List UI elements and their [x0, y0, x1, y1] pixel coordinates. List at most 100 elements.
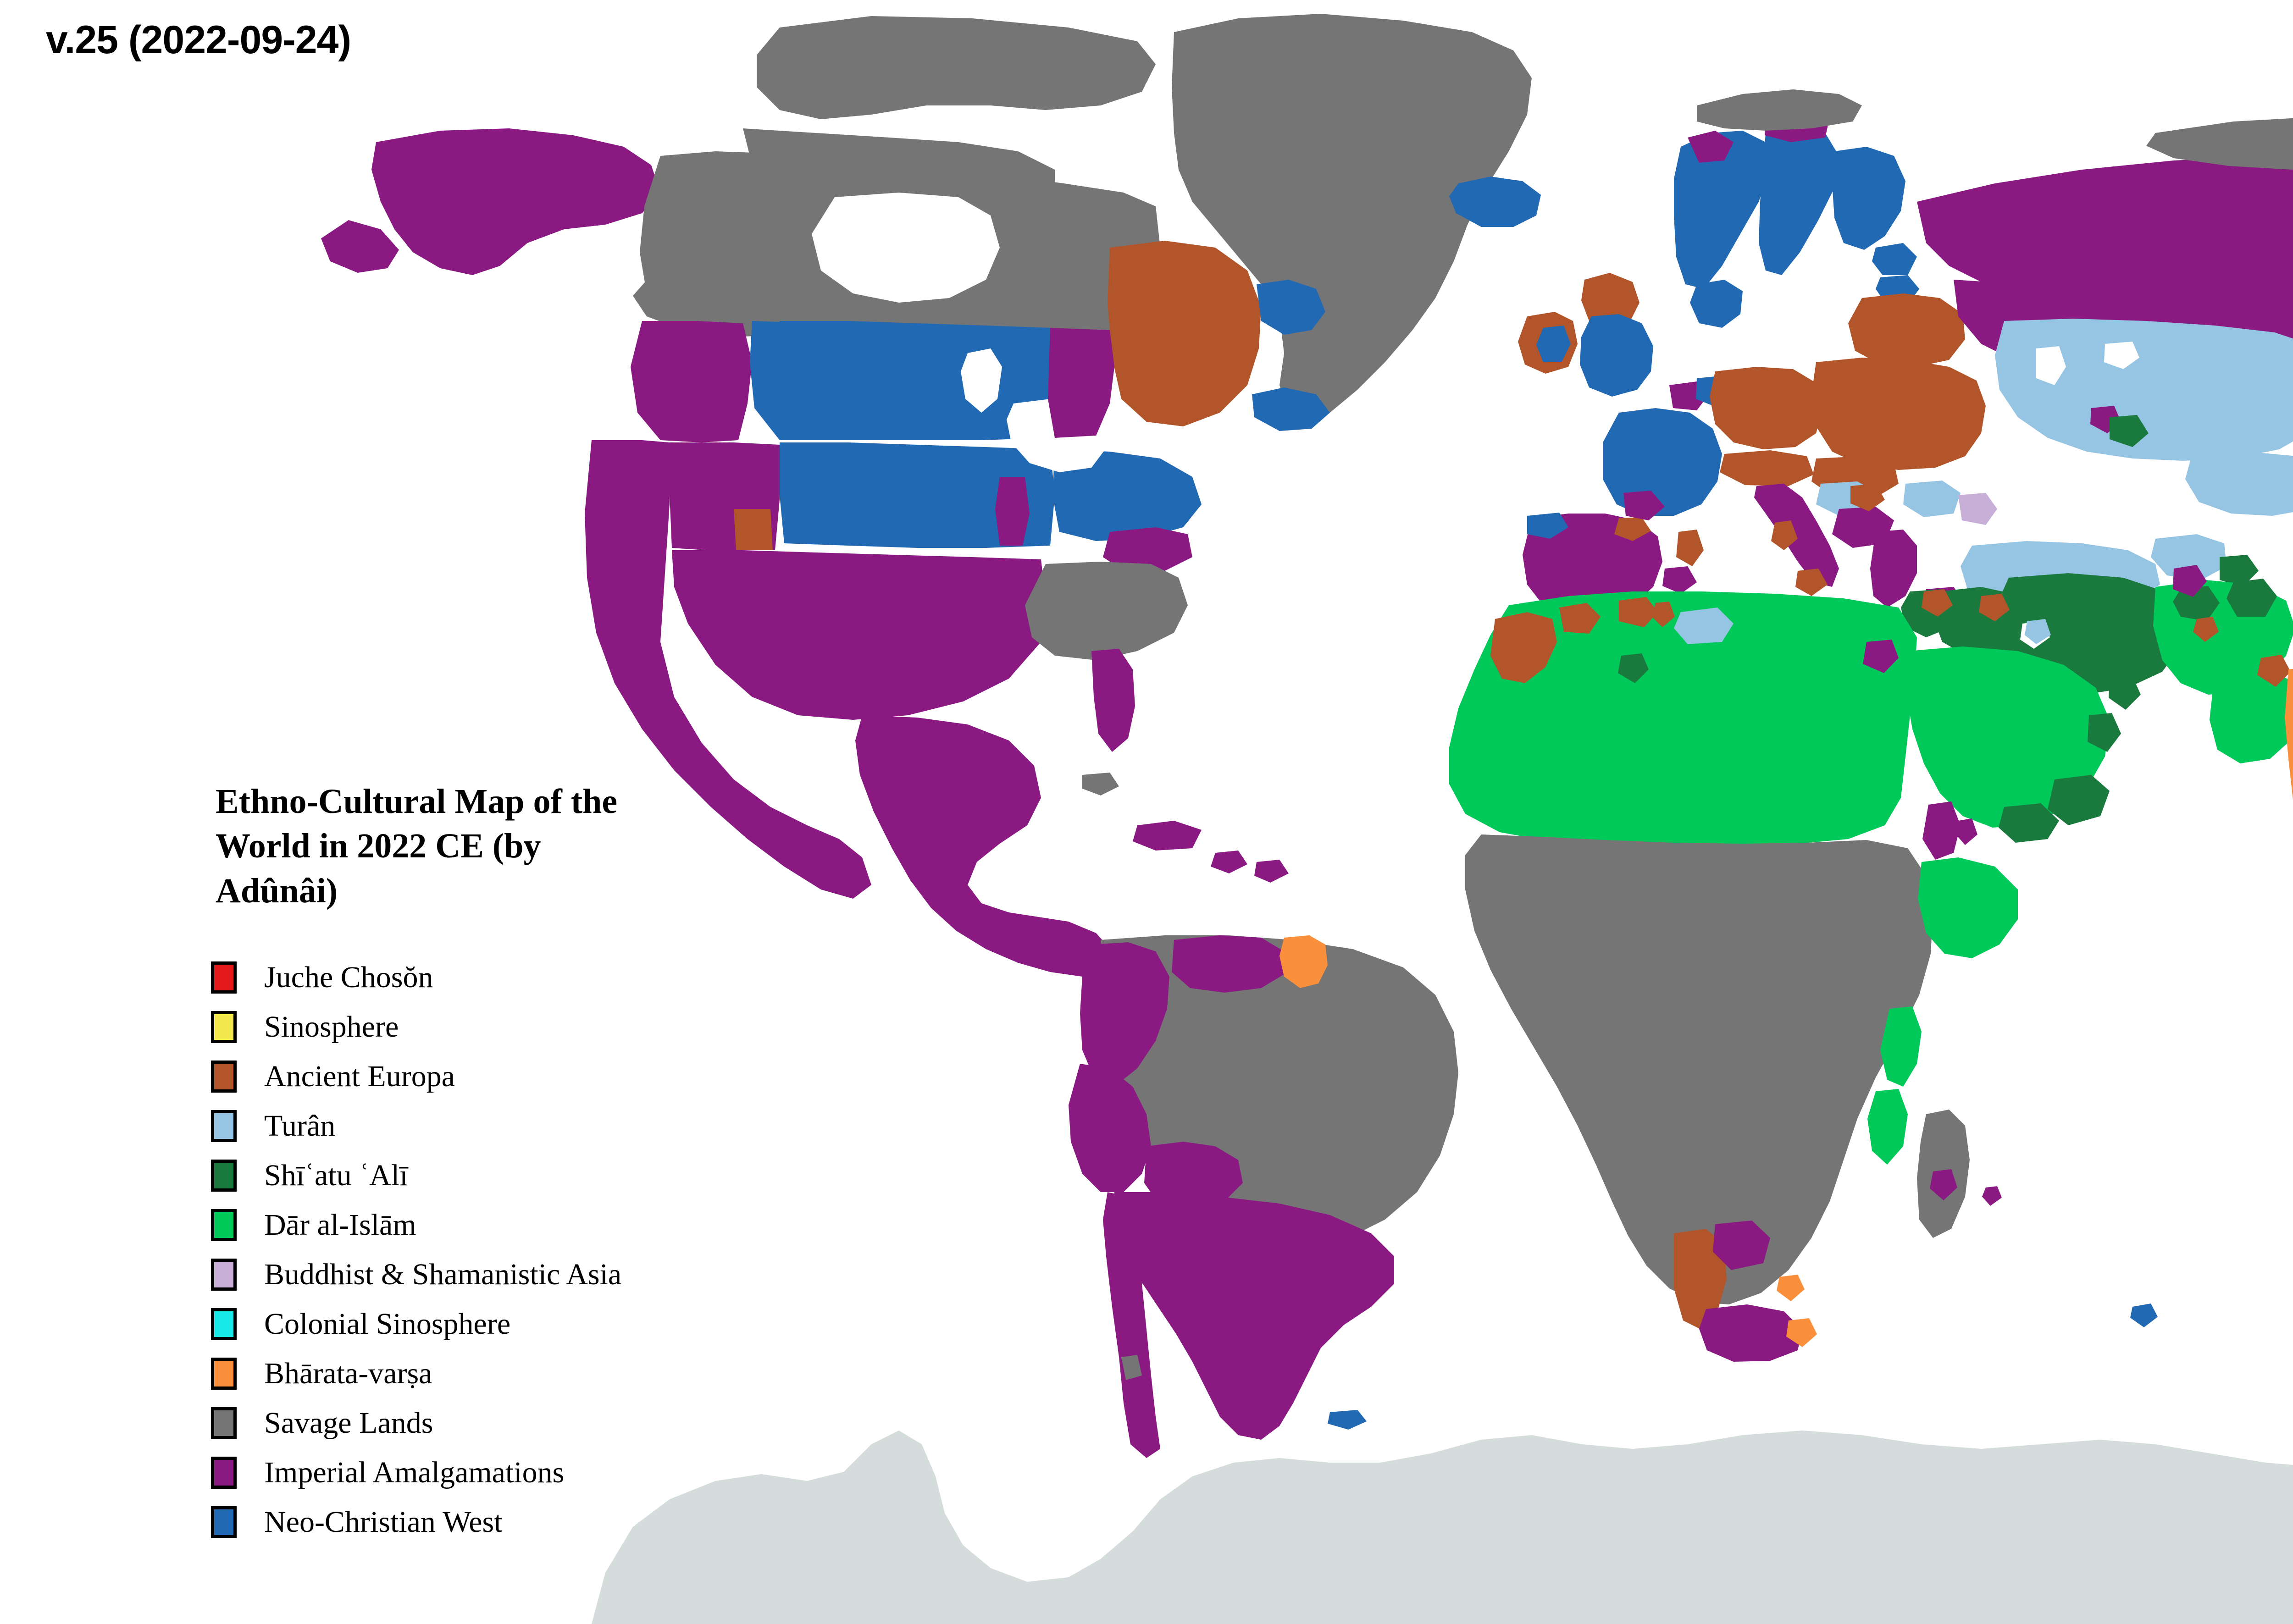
- map-region-imperial[interactable]: [1091, 649, 1135, 752]
- region-north-america[interactable]: [321, 128, 1330, 977]
- map-region-turan[interactable]: [1903, 481, 1961, 517]
- map-region-imperial[interactable]: [1699, 1304, 1802, 1362]
- map-region-neochristian[interactable]: [1328, 1410, 1367, 1430]
- map-region-europa[interactable]: [1848, 293, 1965, 367]
- map-region-europa[interactable]: [1108, 241, 1261, 426]
- map-region-shia[interactable]: [2110, 415, 2149, 447]
- map-region-imperial[interactable]: [1688, 131, 1734, 163]
- map-region-savage[interactable]: [1082, 773, 1119, 795]
- map-region-imperial[interactable]: [1917, 156, 2293, 307]
- map-region-bharata[interactable]: [2285, 664, 2293, 945]
- map-region-neochristian[interactable]: [780, 442, 1055, 548]
- map-region-islam[interactable]: [2210, 669, 2293, 763]
- legend-row-islam[interactable]: Dār al-Islām: [211, 1200, 784, 1250]
- legend-row-neochristian[interactable]: Neo-Christian West: [211, 1497, 784, 1547]
- map-region-imperial[interactable]: [1069, 1064, 1151, 1192]
- region-central-asia[interactable]: [1995, 319, 2293, 516]
- map-region-bharata[interactable]: [1777, 1275, 1805, 1301]
- map-region-turan[interactable]: [1995, 319, 2293, 461]
- map-region-imperial[interactable]: [1930, 1169, 1957, 1200]
- legend-row-colsino[interactable]: Colonial Sinosphere: [211, 1299, 784, 1349]
- map-region-savage[interactable]: [757, 16, 1156, 119]
- region-southeast-asia-oceania[interactable]: [2130, 725, 2293, 1387]
- legend-row-juche[interactable]: Juche Chosŏn: [211, 953, 784, 1002]
- map-region-neochristian[interactable]: [1759, 126, 1839, 275]
- map-region-imperial[interactable]: [855, 715, 1114, 977]
- map-region-imperial[interactable]: [995, 477, 1030, 546]
- map-region-imperial[interactable]: [1133, 821, 1202, 851]
- map-region-imperial[interactable]: [1713, 1221, 1770, 1270]
- map-region-shia[interactable]: [2173, 586, 2220, 621]
- map-region-imperial[interactable]: [1982, 1186, 2002, 1206]
- map-region-antarctica[interactable]: [697, 1495, 793, 1582]
- map-region-europa[interactable]: [1710, 367, 1823, 449]
- map-region-islam[interactable]: [1918, 857, 2018, 958]
- map-region-imperial[interactable]: [1080, 942, 1169, 1087]
- map-region-neochristian[interactable]: [1257, 280, 1325, 335]
- map-region-europa[interactable]: [734, 509, 773, 550]
- map-region-europa[interactable]: [1771, 520, 1798, 550]
- map-region-shia[interactable]: [2109, 676, 2141, 710]
- map-region-turan[interactable]: [2151, 534, 2227, 580]
- legend-row-bharata[interactable]: Bhārata-varṣa: [211, 1349, 784, 1398]
- map-region-neochristian[interactable]: [1052, 449, 1202, 541]
- map-region-bharata[interactable]: [1279, 935, 1328, 988]
- map-region-neochristian[interactable]: [1832, 147, 1905, 250]
- legend-row-buddhist[interactable]: Buddhist & Shamanistic Asia: [211, 1250, 784, 1299]
- map-region-imperial[interactable]: [1623, 491, 1665, 520]
- map-region-europa[interactable]: [1559, 603, 1601, 634]
- map-region-islam[interactable]: [1449, 591, 1917, 846]
- map-region-europa[interactable]: [2257, 655, 2291, 687]
- map-region-bharata[interactable]: [1786, 1318, 1817, 1347]
- map-region-imperial[interactable]: [1870, 530, 1917, 608]
- map-region-imperial[interactable]: [371, 128, 660, 275]
- region-middle-east[interactable]: [1889, 573, 2183, 843]
- map-region-imperial[interactable]: [1754, 484, 1839, 587]
- map-region-neochristian[interactable]: [1690, 280, 1743, 328]
- legend-row-turan[interactable]: Turân: [211, 1101, 784, 1151]
- map-region-neochristian[interactable]: [1674, 131, 1770, 289]
- map-region-shia[interactable]: [1618, 653, 1649, 683]
- map-region-europa[interactable]: [1614, 517, 1651, 541]
- map-region-islam[interactable]: [1880, 1006, 1922, 1087]
- map-region-imperial[interactable]: [2173, 565, 2207, 597]
- map-region-imperial[interactable]: [1103, 527, 1192, 571]
- map-region-neochristian[interactable]: [1252, 387, 1330, 431]
- map-region-europa[interactable]: [1674, 1229, 1727, 1330]
- map-region-imperial[interactable]: [1955, 818, 1977, 845]
- map-region-neochristian[interactable]: [1536, 326, 1571, 362]
- map-region-imperial[interactable]: [1254, 860, 1289, 883]
- map-region-imperial[interactable]: [1103, 1192, 1160, 1458]
- map-region-turan[interactable]: [1674, 608, 1734, 644]
- region-south-america[interactable]: [1069, 935, 1458, 1458]
- map-region-neochristian[interactable]: [1603, 408, 1722, 516]
- map-region-europa[interactable]: [1979, 594, 2010, 621]
- map-region-imperial[interactable]: [1048, 328, 1114, 438]
- map-region-imperial[interactable]: [321, 220, 399, 273]
- map-region-imperial[interactable]: [1114, 1192, 1394, 1440]
- legend-row-savage[interactable]: Savage Lands: [211, 1398, 784, 1448]
- map-region-imperial[interactable]: [1662, 566, 1697, 594]
- map-region-europa[interactable]: [1850, 484, 1885, 511]
- legend-row-europa[interactable]: Ancient Europa: [211, 1052, 784, 1101]
- map-region-savage[interactable]: [2146, 117, 2293, 172]
- map-region-europa[interactable]: [1795, 569, 1828, 596]
- map-region-neochristian[interactable]: [1449, 177, 1541, 227]
- map-region-europa[interactable]: [1922, 589, 1953, 617]
- map-region-imperial[interactable]: [1172, 935, 1284, 993]
- legend-row-shia[interactable]: Shīʿatu ʿAlī: [211, 1151, 784, 1200]
- map-region-islam[interactable]: [1867, 1089, 1908, 1165]
- map-region-neochristian[interactable]: [1580, 314, 1653, 397]
- map-region-turan[interactable]: [2025, 619, 2051, 644]
- region-antarctica[interactable]: [592, 1431, 2293, 1624]
- map-region-europa[interactable]: [1619, 597, 1658, 627]
- region-south-asia[interactable]: [2153, 565, 2293, 988]
- map-region-imperial[interactable]: [1863, 640, 1899, 673]
- map-region-neochristian[interactable]: [1527, 513, 1568, 539]
- map-region-europa[interactable]: [1652, 602, 1675, 627]
- map-region-imperial[interactable]: [631, 321, 752, 442]
- map-region-savage[interactable]: [1465, 834, 1933, 1304]
- map-region-shia[interactable]: [2048, 775, 2110, 825]
- map-region-buddhist[interactable]: [1958, 493, 1997, 525]
